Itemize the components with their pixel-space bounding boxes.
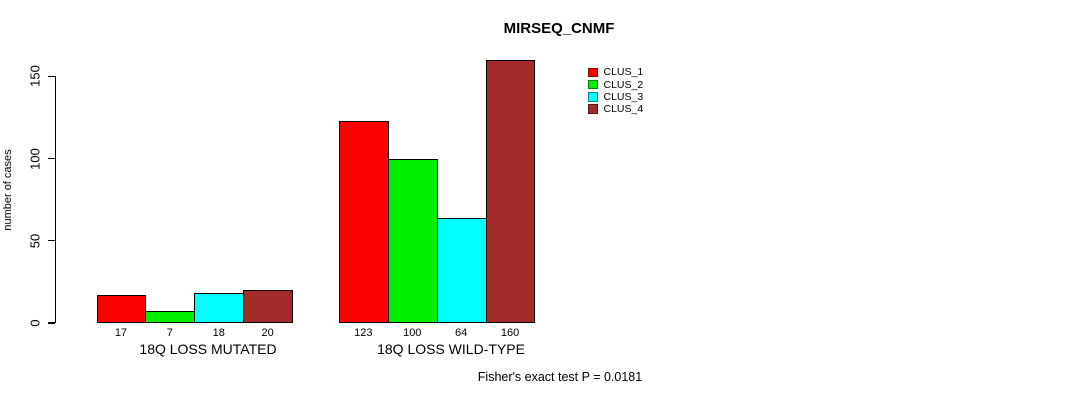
y-axis-tick-label: 100 <box>27 147 43 170</box>
bar-value-label: 160 <box>500 326 520 339</box>
y-axis-tick-label: 150 <box>27 65 43 88</box>
chart-title: MIRSEQ_CNMF <box>503 20 615 37</box>
bar-clus_1-group1 <box>96 295 147 323</box>
fisher-test-annotation: Fisher's exact test P = 0.0181 <box>477 370 643 384</box>
bar-clus_2-group2 <box>387 158 438 323</box>
y-axis-tick <box>48 240 55 242</box>
y-axis-label: number of cases <box>2 149 14 231</box>
legend-swatch-clus_4 <box>588 104 598 114</box>
y-axis-tick-label: 0 <box>27 319 43 327</box>
legend-swatch-clus_3 <box>588 92 598 102</box>
bar-clus_2-group1 <box>145 311 196 323</box>
bar-clus_4-group2 <box>485 59 536 323</box>
bar-value-label: 18 <box>212 326 225 339</box>
y-axis-tick <box>48 322 55 324</box>
y-axis-line <box>55 76 57 323</box>
x-category-label-wild-type: 18Q LOSS WILD-TYPE <box>377 341 525 357</box>
bar-clus_1-group2 <box>338 120 389 323</box>
bar-value-label: 17 <box>114 326 128 339</box>
y-axis-tick-label: 50 <box>27 233 43 248</box>
bar-value-label: 7 <box>166 326 173 339</box>
x-category-label-mutated: 18Q LOSS MUTATED <box>139 341 277 357</box>
bar-value-label: 20 <box>261 326 274 339</box>
legend-swatch-clus_1 <box>588 67 598 78</box>
legend-label-clus_1: CLUS_1 <box>603 66 644 79</box>
bar-value-label: 123 <box>354 326 373 339</box>
bar-clus_3-group1 <box>194 293 245 323</box>
y-axis-tick <box>48 157 55 160</box>
bar-value-label: 100 <box>403 326 422 339</box>
legend-swatch-clus_2 <box>588 79 598 90</box>
bar-clus_3-group2 <box>436 217 487 323</box>
bar-value-label: 64 <box>455 326 468 339</box>
bar-clus_4-group1 <box>243 290 294 323</box>
legend-label-clus_3: CLUS_3 <box>603 90 644 103</box>
legend-label-clus_4: CLUS_4 <box>603 103 644 116</box>
y-axis-tick <box>48 75 55 77</box>
legend-label-clus_2: CLUS_2 <box>603 78 644 91</box>
